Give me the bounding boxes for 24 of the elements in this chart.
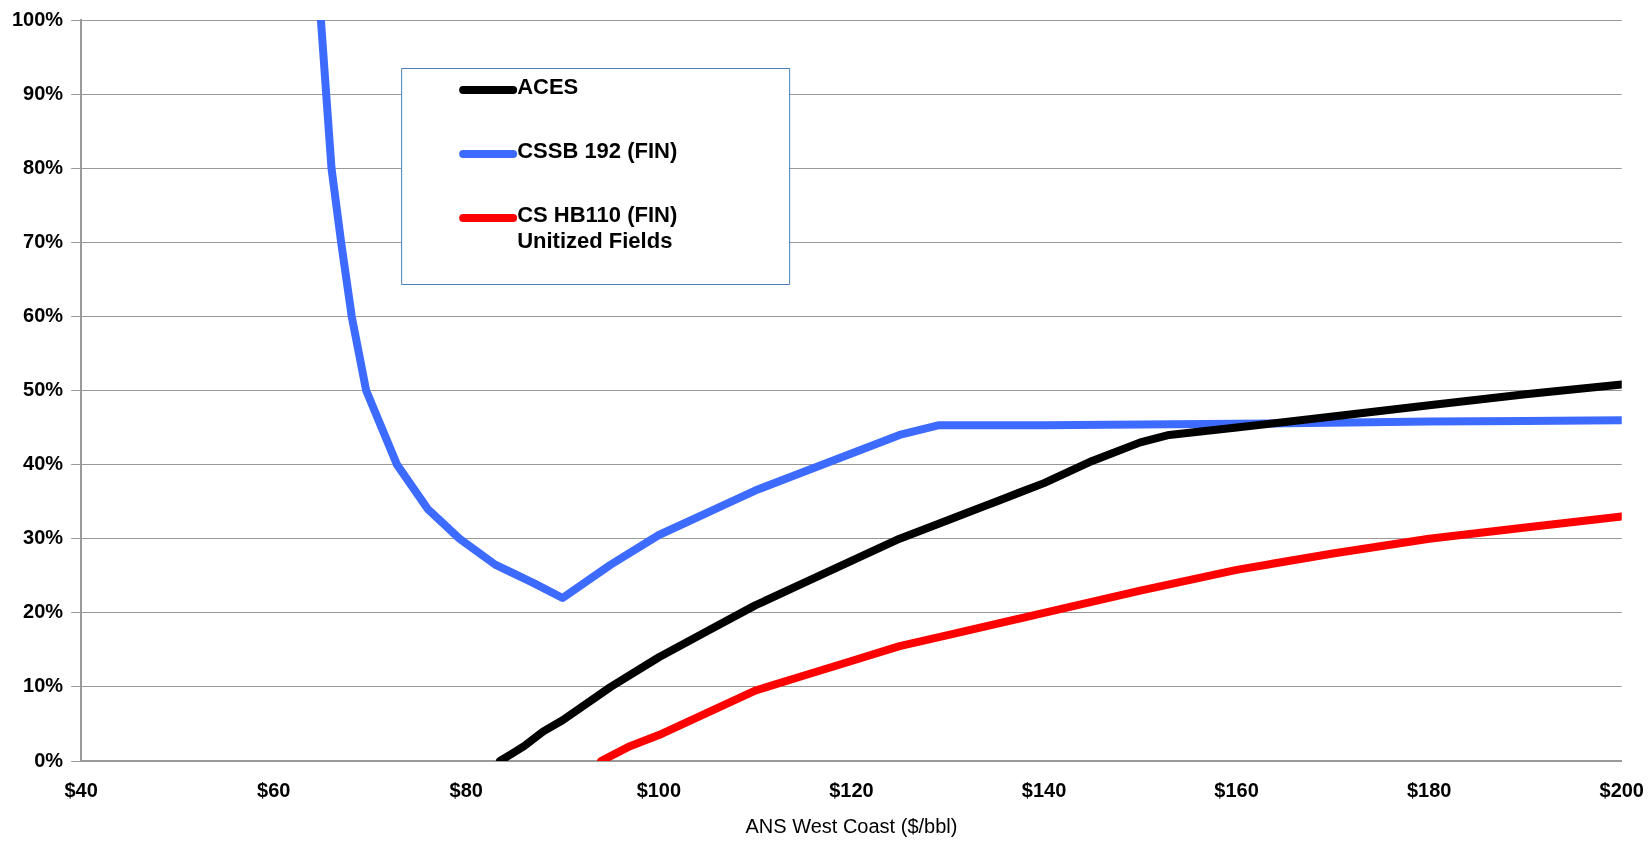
x-tick-label: $160 — [1214, 778, 1259, 801]
y-tick-label: 30% — [23, 526, 64, 549]
legend-label: CS HB110 (FIN) Unitized Fields — [517, 202, 678, 254]
x-tick-label: $80 — [449, 778, 483, 801]
y-tick-label: 10% — [23, 674, 64, 697]
legend-label: ACES — [517, 74, 579, 100]
x-tick-label: $120 — [829, 778, 874, 801]
y-tick-label: 0% — [34, 748, 64, 771]
y-tick-label: 100% — [12, 7, 64, 30]
x-tick-label: $100 — [636, 778, 682, 801]
y-tick-label: 20% — [23, 600, 64, 623]
legend-label: CSSB 192 (FIN) — [517, 138, 678, 164]
y-tick-label: 50% — [23, 378, 64, 401]
y-tick-label: 40% — [23, 452, 64, 475]
y-tick-label: 80% — [23, 155, 64, 178]
y-tick-label: 90% — [23, 81, 64, 104]
x-axis-title: ANS West Coast ($/bbl) — [745, 814, 958, 837]
y-tick-label: 60% — [23, 303, 64, 326]
x-tick-label: $140 — [1021, 778, 1067, 801]
y-tick-label: 70% — [23, 229, 64, 252]
x-tick-label: $180 — [1406, 778, 1452, 801]
x-tick-label: $40 — [64, 778, 98, 801]
x-tick-label: $200 — [1599, 778, 1644, 801]
x-tick-label: $60 — [257, 778, 291, 801]
